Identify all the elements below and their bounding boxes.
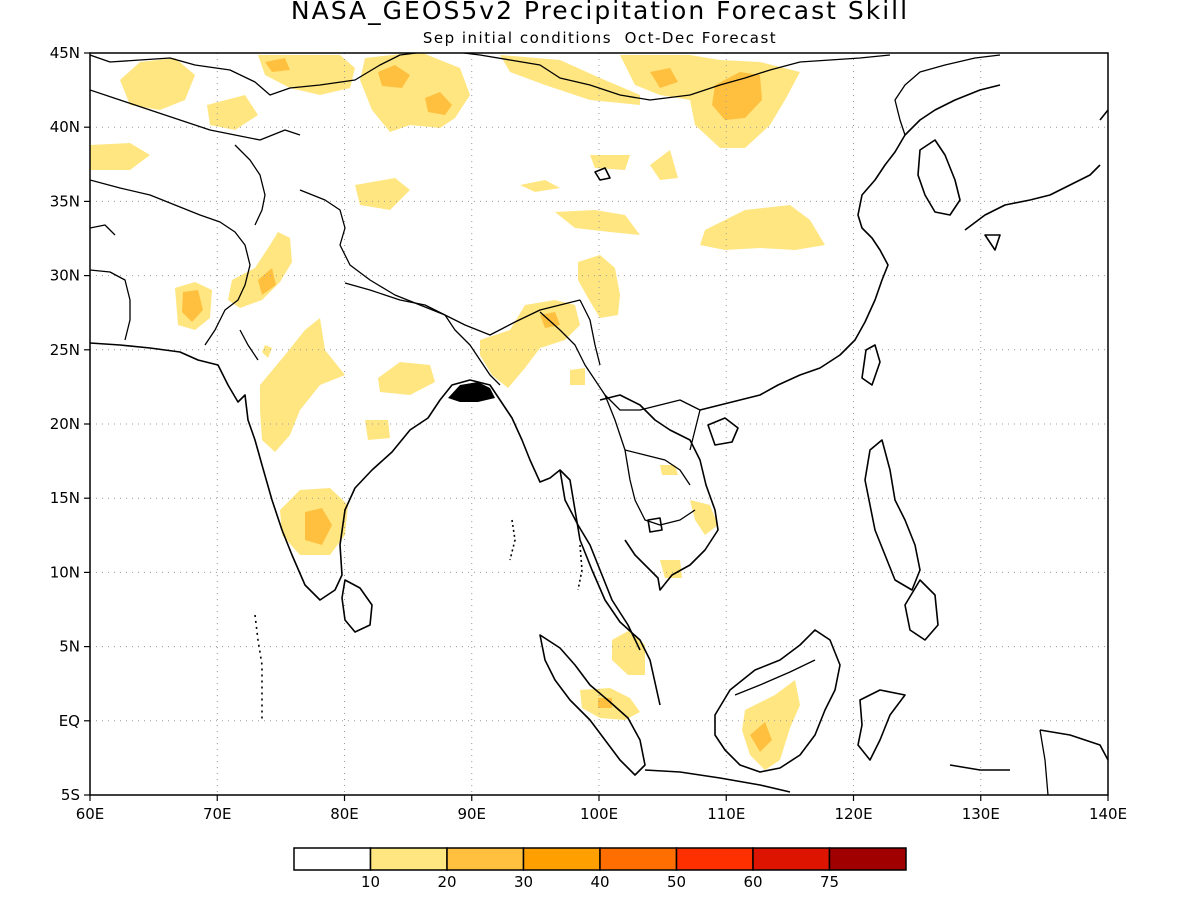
x-tick-label: 90E bbox=[457, 805, 486, 823]
y-tick-label: 35N bbox=[50, 192, 80, 210]
x-tick-label: 110E bbox=[707, 805, 745, 823]
y-tick-label: 40N bbox=[50, 118, 80, 136]
map-title: NASA_GEOS5v2 Precipitation Forecast Skil… bbox=[290, 0, 910, 25]
x-tick-label: 100E bbox=[580, 805, 618, 823]
x-tick-label: 60E bbox=[76, 805, 105, 823]
skill-shading bbox=[90, 53, 825, 770]
colorbar-label: 60 bbox=[743, 873, 762, 891]
x-tick-label: 80E bbox=[330, 805, 359, 823]
colorbar-label: 40 bbox=[590, 873, 609, 891]
colorbar-label: 50 bbox=[667, 873, 686, 891]
colorbar-box bbox=[522, 847, 601, 871]
colorbar-label: 75 bbox=[820, 873, 839, 891]
coastline-outline bbox=[90, 84, 1108, 793]
colorbar-box bbox=[675, 847, 754, 871]
y-tick-label: 30N bbox=[50, 267, 80, 285]
colorbar-box bbox=[293, 847, 372, 871]
y-tick-label: 20N bbox=[50, 415, 80, 433]
y-tick-label: EQ bbox=[59, 712, 80, 730]
y-tick-label: 5N bbox=[59, 638, 80, 656]
y-tick-label: 10N bbox=[50, 563, 80, 581]
x-tick-label: 140E bbox=[1089, 805, 1127, 823]
y-axis-labels: 45N 40N 35N 30N 25N 20N 15N 10N 5N EQ 5S bbox=[50, 44, 80, 804]
colorbar-label: 20 bbox=[437, 873, 456, 891]
x-tick-label: 70E bbox=[203, 805, 232, 823]
colorbar-box bbox=[599, 847, 678, 871]
colorbar-box bbox=[446, 847, 525, 871]
country-borders bbox=[90, 53, 1049, 795]
y-tick-label: 5S bbox=[61, 786, 80, 804]
colorbar-label: 10 bbox=[361, 873, 380, 891]
x-axis-labels: 60E 70E 80E 90E 100E 110E 120E 130E 140E bbox=[76, 805, 1127, 823]
x-tick-label: 120E bbox=[834, 805, 872, 823]
ganges-delta-mark bbox=[448, 382, 495, 402]
colorbar-labels: 10 20 30 40 50 60 75 bbox=[361, 873, 839, 891]
y-tick-label: 25N bbox=[50, 341, 80, 359]
x-tick-label: 130E bbox=[962, 805, 1000, 823]
y-tick-label: 45N bbox=[50, 44, 80, 62]
colorbar-box bbox=[828, 847, 907, 871]
colorbar-box bbox=[369, 847, 448, 871]
y-tick-label: 15N bbox=[50, 489, 80, 507]
colorbar-box bbox=[752, 847, 831, 871]
axis-ticks bbox=[84, 52, 1109, 801]
map-grid bbox=[90, 53, 1108, 795]
colorbar-label: 30 bbox=[514, 873, 533, 891]
map-subtitle: Sep initial conditions Oct-Dec Forecast bbox=[422, 29, 778, 47]
colorbar-boxes bbox=[293, 847, 907, 871]
